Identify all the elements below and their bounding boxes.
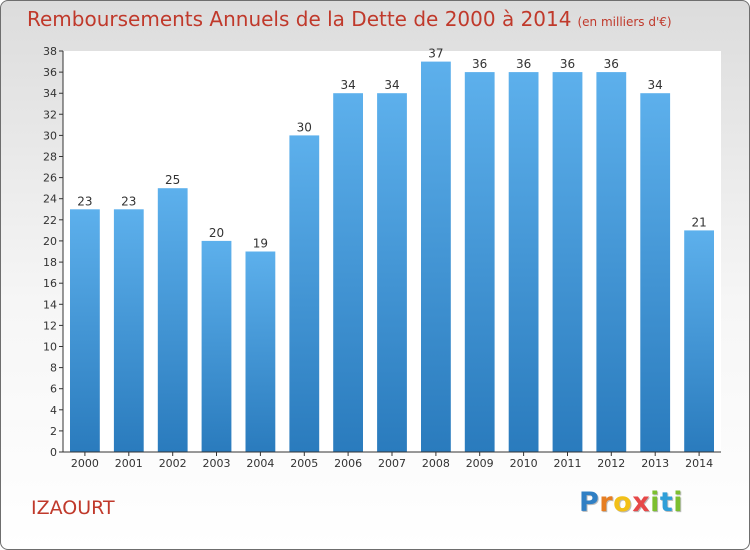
value-label-2002: 25 <box>165 173 180 187</box>
value-label-2004: 19 <box>253 237 268 251</box>
x-tick-label-2012: 2012 <box>597 457 625 470</box>
x-tick-label-2006: 2006 <box>334 457 362 470</box>
value-label-2010: 36 <box>516 57 531 71</box>
bar-2008 <box>421 61 451 452</box>
town-name: IZAOURT <box>31 497 115 519</box>
chart-title-text: Remboursements Annuels de la Dette de 20… <box>27 7 572 31</box>
y-tick-label-18: 18 <box>43 256 57 269</box>
y-tick-label-12: 12 <box>43 319 57 332</box>
value-label-2014: 21 <box>691 215 706 229</box>
value-label-2001: 23 <box>121 194 136 208</box>
value-label-2009: 36 <box>472 57 487 71</box>
y-tick-label-26: 26 <box>43 172 57 185</box>
chart-unit: (en milliers d'€) <box>577 15 672 29</box>
bar-2013 <box>640 93 671 452</box>
y-tick-label-0: 0 <box>50 446 57 459</box>
bar-2005 <box>289 135 320 452</box>
y-tick-label-4: 4 <box>50 404 57 417</box>
value-label-2007: 34 <box>384 78 399 92</box>
y-tick-label-34: 34 <box>43 87 57 100</box>
y-tick-label-16: 16 <box>43 277 57 290</box>
value-label-2011: 36 <box>560 57 575 71</box>
x-tick-label-2000: 2000 <box>71 457 99 470</box>
x-tick-label-2014: 2014 <box>685 457 713 470</box>
y-tick-label-6: 6 <box>50 383 57 396</box>
x-tick-label-2003: 2003 <box>203 457 231 470</box>
bar-2011 <box>552 72 583 452</box>
x-tick-label-2005: 2005 <box>290 457 318 470</box>
y-tick-label-8: 8 <box>50 362 57 375</box>
x-tick-label-2013: 2013 <box>641 457 669 470</box>
bar-2000 <box>70 209 100 452</box>
value-label-2005: 30 <box>297 120 312 134</box>
bar-2007 <box>377 93 407 452</box>
y-tick-label-10: 10 <box>43 341 57 354</box>
x-tick-label-2011: 2011 <box>554 457 582 470</box>
x-tick-label-2001: 2001 <box>115 457 143 470</box>
bar-2006 <box>333 93 363 452</box>
y-tick-label-24: 24 <box>43 193 57 206</box>
value-label-2000: 23 <box>77 194 92 208</box>
y-tick-label-38: 38 <box>43 45 57 58</box>
y-tick-label-30: 30 <box>43 129 57 142</box>
y-tick-label-20: 20 <box>43 235 57 248</box>
value-label-2008: 37 <box>428 47 443 61</box>
x-tick-label-2008: 2008 <box>422 457 450 470</box>
bar-2004 <box>245 251 276 452</box>
value-label-2003: 20 <box>209 226 224 240</box>
x-tick-label-2010: 2010 <box>510 457 538 470</box>
proxiti-logo[interactable]: Proxiti <box>579 487 684 518</box>
bar-2010 <box>508 72 539 452</box>
bar-2003 <box>201 240 232 452</box>
y-tick-label-22: 22 <box>43 214 57 227</box>
value-label-2012: 36 <box>604 57 619 71</box>
value-label-2006: 34 <box>340 78 355 92</box>
y-tick-label-36: 36 <box>43 66 57 79</box>
y-tick-label-2: 2 <box>50 425 57 438</box>
x-tick-label-2002: 2002 <box>159 457 187 470</box>
y-tick-label-14: 14 <box>43 298 57 311</box>
bar-2014 <box>684 230 714 452</box>
y-tick-label-32: 32 <box>43 108 57 121</box>
x-tick-label-2004: 2004 <box>246 457 274 470</box>
x-tick-label-2007: 2007 <box>378 457 406 470</box>
bar-2001 <box>113 209 144 452</box>
chart-title: Remboursements Annuels de la Dette de 20… <box>27 7 672 31</box>
x-tick-label-2009: 2009 <box>466 457 494 470</box>
y-tick-label-28: 28 <box>43 151 57 164</box>
bar-2012 <box>596 72 627 452</box>
bar-2009 <box>464 72 495 452</box>
value-label-2013: 34 <box>648 78 663 92</box>
bar-2002 <box>157 188 188 452</box>
